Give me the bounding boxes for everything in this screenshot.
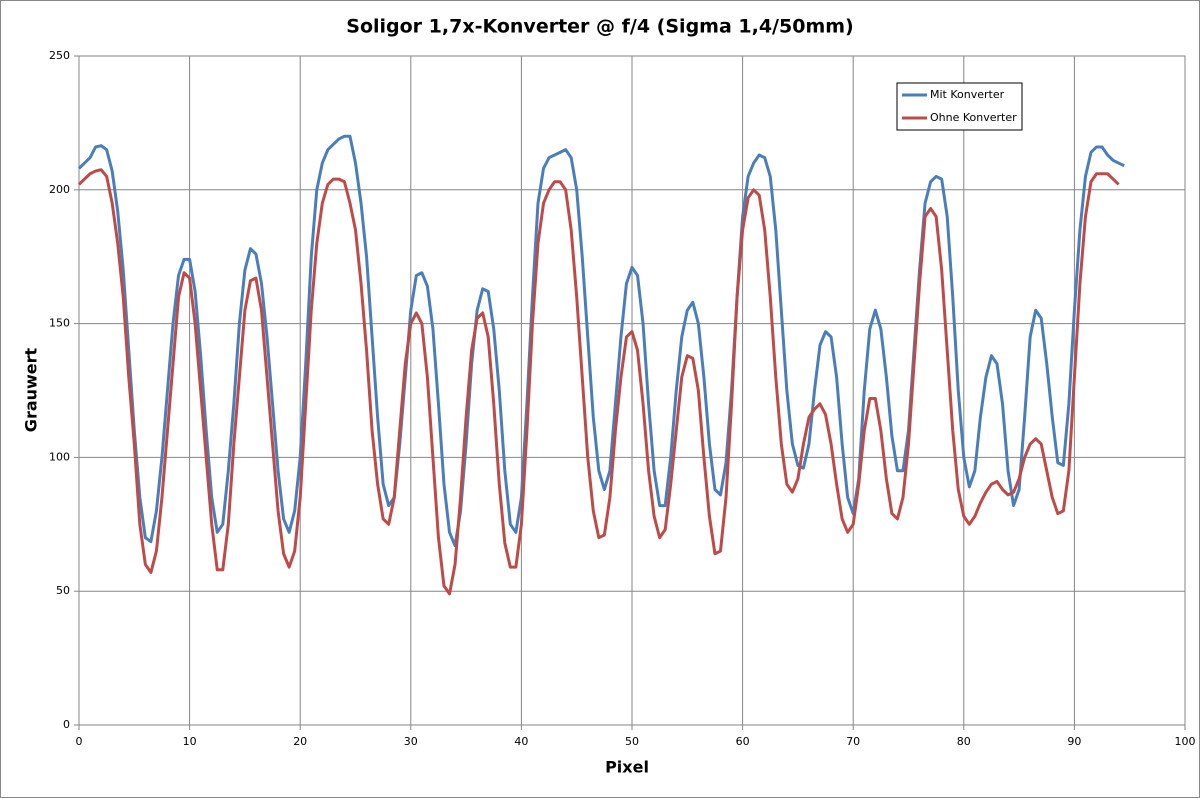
legend-box: [896, 82, 1023, 131]
y-tick-label: 150: [49, 317, 70, 330]
chart-title: Soligor 1,7x-Konverter @ f/4 (Sigma 1,4/…: [346, 16, 853, 38]
x-tick-label: 50: [625, 735, 639, 748]
y-tick-label: 50: [56, 584, 70, 597]
y-tick-label: 0: [63, 718, 70, 731]
x-tick-label: 40: [514, 735, 528, 748]
x-tick-label: 70: [846, 735, 860, 748]
x-axis-label: Pixel: [605, 758, 649, 777]
y-axis-label: Grauwert: [22, 347, 41, 432]
y-tick-label: 200: [49, 183, 70, 196]
legend-label: Ohne Konverter: [930, 111, 1017, 124]
x-tick-label: 100: [1175, 735, 1196, 748]
x-tick-label: 90: [1067, 735, 1081, 748]
data-line: [77, 134, 1125, 548]
legend-label: Mit Konverter: [930, 88, 1005, 101]
y-tick-label: 100: [49, 450, 70, 463]
x-tick-label: 10: [183, 735, 197, 748]
x-tick-label: 80: [957, 735, 971, 748]
y-tick-label: 250: [49, 49, 70, 62]
x-tick-label: 0: [76, 735, 83, 748]
x-tick-label: 60: [736, 735, 750, 748]
x-tick-label: 20: [293, 735, 307, 748]
data-line: [77, 168, 1120, 596]
x-tick-label: 30: [404, 735, 418, 748]
